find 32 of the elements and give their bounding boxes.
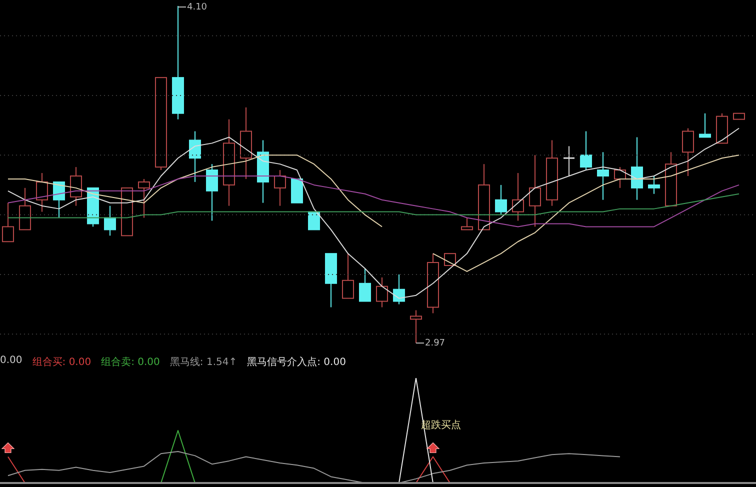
- text: 组合买: 0.00: [32, 356, 92, 369]
- candlestick: [699, 112, 711, 138]
- candlestick: [460, 217, 473, 230]
- candlestick: [597, 152, 609, 200]
- text: 黑马线: 1.54↑: [170, 356, 238, 369]
- annotation: 2.97: [424, 338, 446, 349]
- candlestick: [631, 136, 643, 200]
- candlestick: [206, 164, 218, 222]
- candlestick: [70, 166, 82, 206]
- candlestick: [138, 178, 150, 218]
- text: 黑马信号介入点: 0.00: [247, 356, 346, 369]
- text: 组合卖: 0.00: [101, 356, 160, 369]
- candlestick: [52, 181, 65, 218]
- text: 0.00: [0, 355, 22, 368]
- candlestick: [528, 154, 541, 228]
- candlestick: [494, 184, 507, 216]
- candlestick: [580, 130, 592, 171]
- candlestick: [36, 172, 48, 212]
- candlestick: [376, 276, 388, 308]
- candlestick: [512, 172, 524, 222]
- candlestick: [682, 128, 694, 176]
- candlestick: [188, 130, 201, 182]
- candlestick: [18, 187, 31, 230]
- candlestick: [562, 146, 576, 176]
- candlestick: [290, 178, 303, 204]
- candlestick: [342, 253, 354, 299]
- candlestick: [358, 268, 371, 302]
- annotation: 4.10: [186, 2, 208, 12]
- candlestick: [392, 274, 405, 305]
- candlestick: [308, 211, 320, 230]
- candlestick: [648, 176, 660, 194]
- candlestick: [274, 170, 286, 206]
